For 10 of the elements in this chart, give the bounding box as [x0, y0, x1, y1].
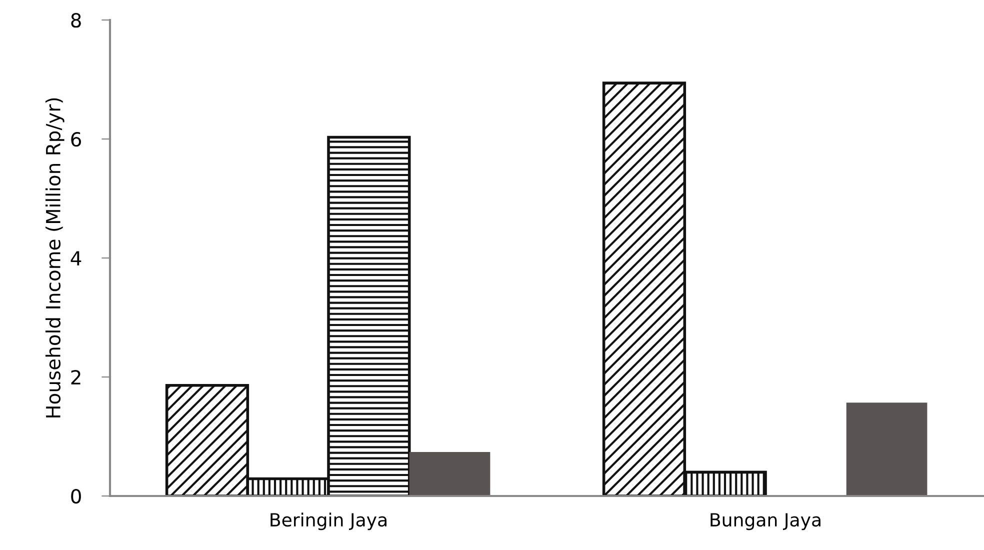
y-tick-label: 2 [71, 370, 80, 384]
y-tick-label: 6 [71, 132, 81, 147]
x-tick-label: Beringin Jaya [270, 512, 386, 530]
bar [846, 402, 928, 496]
y-axis-title: Household Income (Million Rp/yr) [45, 98, 64, 418]
y-tick-label: 0 [71, 488, 81, 504]
bar [409, 452, 490, 496]
x-tick-label: Bungan Jaya [710, 513, 820, 530]
y-tick-label: 8 [71, 12, 81, 28]
y-tick-label: 4 [70, 251, 82, 266]
